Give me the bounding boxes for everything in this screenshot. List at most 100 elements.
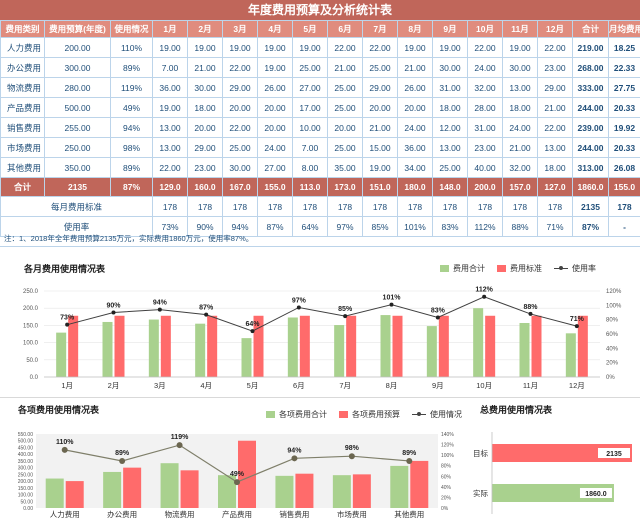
month-cell: 129.0	[152, 177, 188, 197]
x-tick-label: 9月	[432, 381, 444, 390]
usage-label: 49%	[230, 471, 245, 478]
rate-label: 83%	[431, 308, 446, 315]
budget-cell: 350.00	[44, 157, 111, 178]
rate-point	[157, 307, 162, 312]
bar-total	[519, 322, 530, 377]
bar-category-budget	[410, 460, 429, 508]
legend-swatch-rate	[554, 266, 568, 270]
rate-point	[111, 310, 116, 315]
bar-standard	[577, 315, 588, 377]
month-cell: 21.00	[397, 57, 433, 78]
bar-category-total	[390, 465, 409, 508]
category-cell: 办公费用	[0, 57, 45, 78]
budget-cell: 255.00	[44, 117, 111, 138]
month-cell: 20.00	[257, 117, 293, 138]
y2-tick-label: 0%	[441, 506, 449, 512]
month-cell: 7.00	[292, 137, 328, 158]
month-cell: 27.00	[292, 77, 328, 98]
category-label: 实际	[473, 488, 488, 498]
month-cell: 178	[362, 196, 398, 217]
header-cell: 使用情况	[110, 20, 153, 38]
standard-row: 每月费用标准 178 178 178 178 178 178 178 178 178 178 178 1…	[0, 196, 640, 217]
month-cell: 25.00	[222, 137, 258, 158]
bar-total	[287, 317, 298, 377]
table-row: 人力费用 200.00 110% 19.00 19.00 19.00 19.00 19.00 2…	[0, 37, 640, 58]
bar-total	[473, 308, 484, 377]
bar-standard	[68, 315, 79, 377]
y2-tick-label: 100%	[606, 303, 622, 309]
x-tick-label: 4月	[200, 381, 212, 390]
month-cell: 178	[222, 196, 258, 217]
monthly-chart-legend: 费用合计 费用标准 使用率	[440, 263, 596, 274]
month-cell: 15.00	[362, 137, 398, 158]
y2-tick-label: 60%	[606, 332, 619, 338]
rate-label: 101%	[383, 295, 402, 302]
legend-swatch-total	[440, 265, 449, 272]
header-cell: 1月	[152, 20, 188, 38]
month-cell: 180.0	[397, 177, 433, 197]
usage-point	[406, 457, 413, 464]
month-cell: 18.00	[537, 157, 573, 178]
usage-label: 94%	[287, 447, 302, 454]
avg-cell: 27.75	[608, 77, 640, 98]
month-cell: 12.00	[432, 117, 468, 138]
month-cell: 21.00	[187, 57, 223, 78]
total-usage: 87%	[110, 177, 153, 197]
usage-point	[176, 442, 183, 449]
legend-swatch-standard	[497, 265, 506, 272]
month-cell: 21.00	[537, 97, 573, 118]
header-cell: 12月	[537, 20, 573, 38]
header-cell: 9月	[432, 20, 468, 38]
x-tick-label: 物流费用	[165, 509, 195, 519]
usage-label: 98%	[345, 445, 360, 452]
bar-standard	[160, 315, 171, 377]
month-cell: 30.00	[432, 57, 468, 78]
month-cell: 22.00	[222, 117, 258, 138]
month-cell: 178	[502, 196, 538, 217]
month-cell: 24.00	[397, 117, 433, 138]
rate-point	[435, 315, 440, 320]
avg-cell: 19.92	[608, 117, 640, 138]
month-cell: 19.00	[432, 37, 468, 58]
category-chart: 0.0050.00100.00150.00200.00250.00300.003…	[18, 432, 455, 519]
rate-label: 73%	[60, 315, 75, 322]
month-cell: 17.00	[292, 97, 328, 118]
avg-cell: 178	[608, 196, 640, 217]
y-tick-label: 0.00	[23, 506, 33, 512]
avg-cell: 22.33	[608, 57, 640, 78]
total-row: 合计 2135 87% 129.0 160.0 167.0 155.0 113.0 173.0 1…	[0, 177, 640, 197]
category-cell: 市场费用	[0, 137, 45, 158]
legend-label-cat-budget: 各项费用预算	[352, 410, 400, 419]
month-cell: 22.00	[537, 117, 573, 138]
usage-cell: 94%	[110, 117, 153, 138]
usage-label: 119%	[171, 434, 189, 441]
month-cell: 178	[257, 196, 293, 217]
month-cell: 178	[467, 196, 503, 217]
header-cell: 5月	[292, 20, 328, 38]
bar-category-total	[218, 475, 236, 508]
rate-point	[528, 311, 533, 316]
total-cell: 244.00	[572, 137, 609, 158]
bar-total	[102, 321, 113, 377]
x-tick-label: 1月	[61, 381, 73, 390]
rate-point	[389, 302, 394, 307]
month-cell: 71%	[537, 216, 573, 237]
month-cell: 25.00	[292, 57, 328, 78]
table-row: 其他费用 350.00 89% 22.00 23.00 30.00 27.00 8.00 35.…	[0, 157, 640, 178]
month-cell: 30.00	[187, 77, 223, 98]
usage-cell: 98%	[110, 137, 153, 158]
x-tick-label: 11月	[523, 381, 538, 390]
month-cell: 13.00	[152, 117, 188, 138]
y2-tick-label: 60%	[441, 474, 452, 480]
total-cell: 239.00	[572, 117, 609, 138]
month-cell: 8.00	[292, 157, 328, 178]
standard-row-label: 每月费用标准	[0, 196, 153, 217]
table-header-row: 费用类别 费用预算(年度) 使用情况 1月 2月 3月 4月 5月 6月 7月 8月 9月 10月 11月…	[0, 20, 640, 38]
month-cell: 23.00	[467, 137, 503, 158]
rate-label: 64%	[245, 321, 260, 328]
month-cell: 7.00	[152, 57, 188, 78]
y-tick-label: 50.00	[20, 499, 33, 505]
month-cell: 19.00	[257, 57, 293, 78]
usage-label: 89%	[402, 450, 417, 457]
header-cell: 费用类别	[0, 20, 45, 38]
